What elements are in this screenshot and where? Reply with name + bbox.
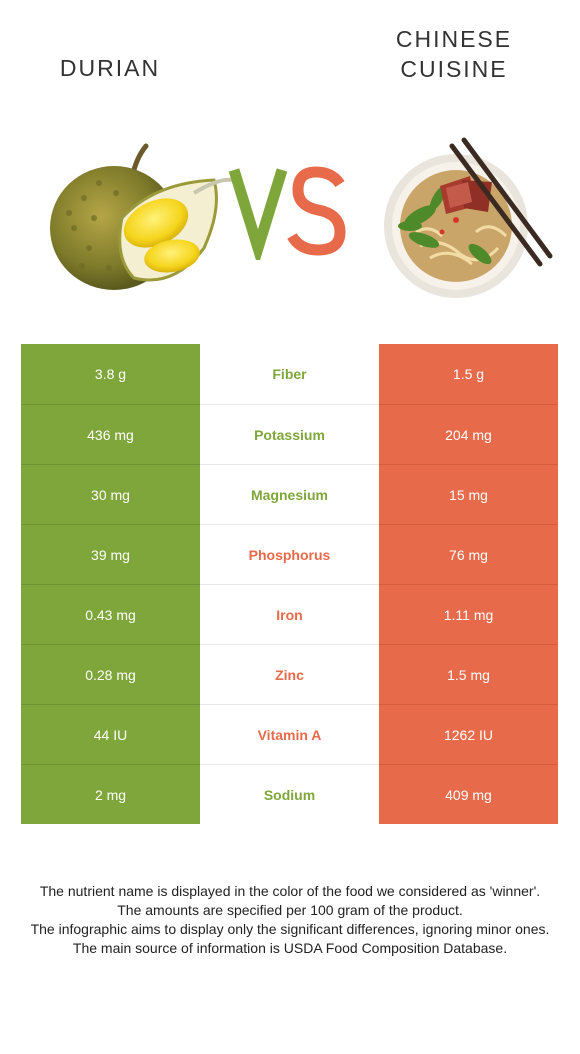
right-food-title-line2: CUISINE: [400, 56, 508, 82]
noodle-soup-bowl-image: [384, 137, 553, 298]
right-food-title: CHINESE CUISINE: [364, 24, 544, 84]
left-food-value: 0.43 mg: [21, 584, 200, 644]
right-food-value: 1.5 mg: [379, 644, 558, 704]
left-food-value: 2 mg: [21, 764, 200, 824]
left-food-value: 436 mg: [21, 404, 200, 464]
comparison-table: 3.8 g Fiber 1.5 g 436 mg Potassium 204 mg 30 m…: [21, 344, 558, 824]
right-food-value: 1.11 mg: [379, 584, 558, 644]
nutrient-name: Fiber: [200, 344, 379, 404]
nutrient-name: Sodium: [200, 764, 379, 824]
footnote-amount-basis: The amounts are specified per 100 gram o…: [117, 902, 463, 918]
left-food-value: 3.8 g: [21, 344, 200, 404]
vs-label: [228, 166, 346, 260]
right-food-value: 15 mg: [379, 464, 558, 524]
table-row: 39 mg Phosphorus 76 mg: [21, 524, 558, 584]
table-row: 0.43 mg Iron 1.11 mg: [21, 584, 558, 644]
left-food-value: 44 IU: [21, 704, 200, 764]
table-row: 44 IU Vitamin A 1262 IU: [21, 704, 558, 764]
table-row: 30 mg Magnesium 15 mg: [21, 464, 558, 524]
right-food-value: 76 mg: [379, 524, 558, 584]
table-row: 3.8 g Fiber 1.5 g: [21, 344, 558, 404]
right-food-value: 1262 IU: [379, 704, 558, 764]
footnotes: The nutrient name is displayed in the co…: [20, 882, 560, 958]
footnote-significance: The infographic aims to display only the…: [30, 921, 550, 937]
footnote-winner-color: The nutrient name is displayed in the co…: [39, 883, 541, 899]
durian-fruit-image: [50, 143, 233, 290]
nutrient-name: Potassium: [200, 404, 379, 464]
footnote-data-source: The main source of information is USDA F…: [72, 940, 508, 956]
left-food-title: DURIAN: [59, 55, 161, 81]
nutrient-name: Zinc: [200, 644, 379, 704]
table-row: 2 mg Sodium 409 mg: [21, 764, 558, 824]
nutrient-name: Vitamin A: [200, 704, 379, 764]
left-food-value: 39 mg: [21, 524, 200, 584]
right-food-value: 1.5 g: [379, 344, 558, 404]
nutrient-name: Phosphorus: [200, 524, 379, 584]
right-food-value: 204 mg: [379, 404, 558, 464]
nutrient-name: Iron: [200, 584, 379, 644]
left-food-value: 30 mg: [21, 464, 200, 524]
right-food-title-line1: CHINESE: [395, 26, 513, 52]
right-food-value: 409 mg: [379, 764, 558, 824]
nutrient-name: Magnesium: [200, 464, 379, 524]
table-row: 0.28 mg Zinc 1.5 mg: [21, 644, 558, 704]
table-row: 436 mg Potassium 204 mg: [21, 404, 558, 464]
left-food-value: 0.28 mg: [21, 644, 200, 704]
